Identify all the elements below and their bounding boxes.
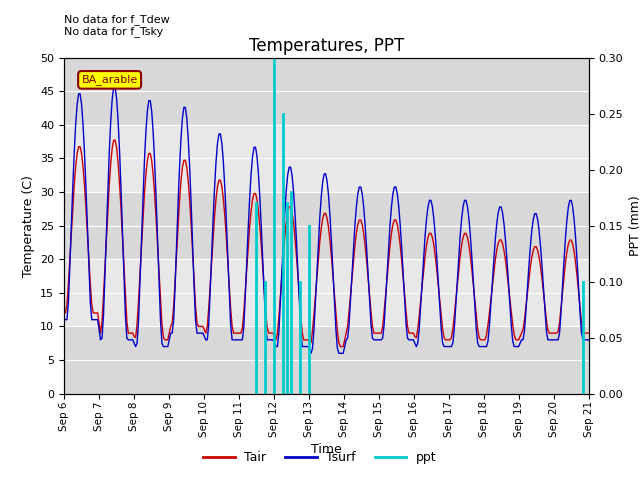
Bar xyxy=(64,326,589,394)
Y-axis label: PPT (mm): PPT (mm) xyxy=(629,195,640,256)
Y-axis label: Temperature (C): Temperature (C) xyxy=(22,175,35,276)
Bar xyxy=(64,58,589,125)
Text: BA_arable: BA_arable xyxy=(81,74,138,85)
Title: Temperatures, PPT: Temperatures, PPT xyxy=(249,36,404,55)
Bar xyxy=(64,259,589,326)
Bar xyxy=(64,192,589,259)
Legend: Tair, Tsurf, ppt: Tair, Tsurf, ppt xyxy=(198,446,442,469)
X-axis label: Time: Time xyxy=(311,443,342,456)
Bar xyxy=(64,125,589,192)
Text: No data for f_Tdew
No data for f_Tsky: No data for f_Tdew No data for f_Tsky xyxy=(64,14,170,37)
